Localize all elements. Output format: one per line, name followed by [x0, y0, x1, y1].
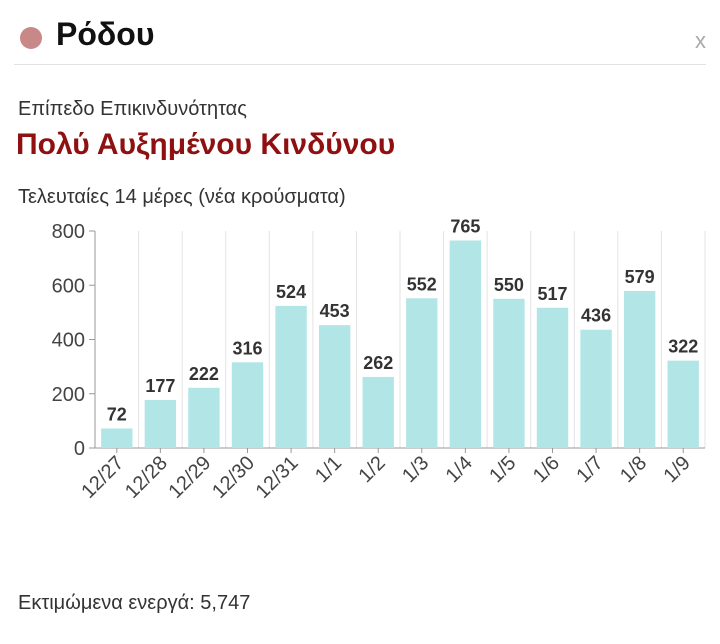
data-label: 453 [320, 301, 350, 321]
bar [275, 305, 307, 448]
risk-level-value: Πολύ Αυξημένου Κινδύνου [16, 128, 396, 161]
data-label: 552 [407, 274, 437, 294]
data-label: 517 [537, 284, 567, 304]
x-tick-label: 1/4 [442, 452, 477, 487]
x-tick-label: 1/6 [529, 452, 564, 487]
data-label: 262 [363, 353, 393, 373]
bar [493, 298, 525, 448]
bar [406, 298, 438, 448]
data-label: 72 [107, 404, 127, 424]
data-label: 524 [276, 282, 306, 302]
y-tick-label: 200 [52, 384, 85, 406]
x-tick-label: 1/1 [311, 452, 346, 487]
y-tick-label: 600 [52, 275, 85, 297]
x-tick-label: 1/3 [398, 452, 433, 487]
bar [623, 290, 656, 448]
y-tick-label: 400 [52, 330, 85, 352]
data-label: 316 [232, 338, 262, 358]
status-dot-icon [20, 27, 42, 49]
data-label: 322 [668, 337, 698, 357]
x-tick-label: 1/9 [660, 452, 695, 487]
x-tick-label: 12/30 [208, 452, 259, 503]
header-divider [14, 64, 706, 65]
bar [144, 399, 177, 448]
data-label: 765 [450, 216, 480, 236]
region-title: Ρόδου [56, 16, 155, 52]
active-cases-estimate: Εκτιμώμενα ενεργά: 5,747 [18, 592, 251, 614]
data-label: 579 [625, 267, 655, 287]
close-button[interactable]: x [695, 28, 706, 53]
data-label: 550 [494, 275, 524, 295]
data-label: 222 [189, 364, 219, 384]
bar [318, 325, 351, 448]
x-tick-label: 1/7 [572, 452, 607, 487]
bar [101, 428, 133, 448]
bar [188, 387, 220, 448]
y-tick-label: 0 [74, 438, 85, 460]
bar [231, 362, 264, 448]
x-tick-label: 1/8 [616, 452, 651, 487]
data-label: 436 [581, 306, 611, 326]
bar [362, 376, 394, 448]
y-tick-label: 800 [52, 221, 85, 243]
chart-caption: Τελευταίες 14 μέρες (νέα κρούσματα) [18, 186, 346, 208]
x-tick-label: 12/29 [165, 452, 216, 503]
bar [536, 307, 569, 448]
x-tick-label: 12/28 [121, 452, 172, 503]
x-tick-label: 1/5 [485, 452, 520, 487]
x-tick-label: 1/2 [355, 452, 390, 487]
bar [580, 329, 612, 448]
cases-bar-chart: 0 200 400 600 800 72 12/27 177 12/28 222 12/29 316 1… [52, 216, 706, 503]
data-label: 177 [145, 376, 175, 396]
bar [667, 360, 699, 448]
x-tick-label: 12/27 [77, 452, 128, 503]
x-tick-label: 12/31 [252, 452, 303, 503]
bar [449, 240, 482, 448]
risk-level-label: Επίπεδο Επικινδυνότητας [18, 98, 247, 120]
popup-header: Ρόδου x [0, 0, 720, 64]
